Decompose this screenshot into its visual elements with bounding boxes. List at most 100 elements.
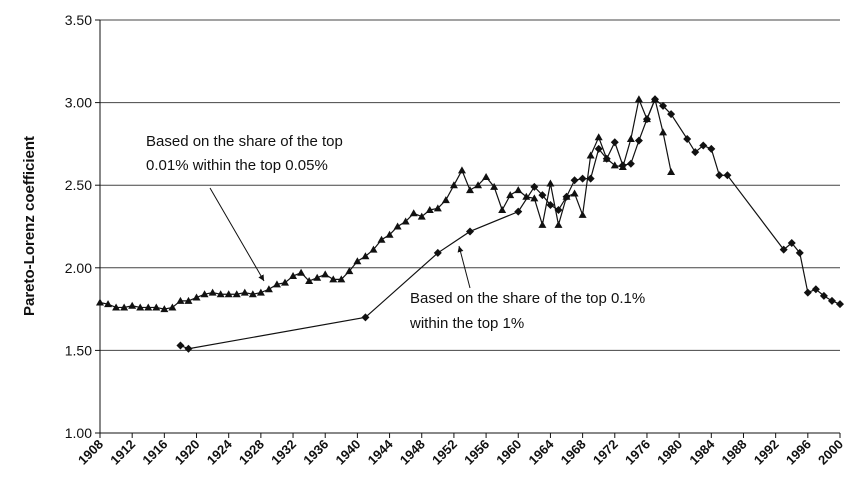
point <box>361 313 370 322</box>
point <box>136 303 145 311</box>
point <box>337 275 346 283</box>
x-tick-label: 1940 <box>332 437 363 468</box>
point <box>811 285 820 294</box>
point <box>329 275 338 283</box>
point <box>289 272 298 280</box>
point <box>457 166 466 174</box>
point <box>184 296 193 304</box>
x-tick-label: 1952 <box>429 437 460 468</box>
point <box>707 144 716 153</box>
point <box>594 144 603 153</box>
point <box>803 288 812 297</box>
point <box>361 252 370 260</box>
x-tick-label: 1916 <box>139 437 170 468</box>
point <box>514 207 523 216</box>
point <box>602 154 611 163</box>
y-tick-label: 1.00 <box>65 425 92 441</box>
point <box>216 290 225 298</box>
point <box>554 205 563 214</box>
y-tick-label: 2.50 <box>65 177 92 193</box>
point <box>683 134 692 143</box>
point <box>578 174 587 183</box>
y-axis-label: Pareto-Lorenz coefficient <box>21 136 38 316</box>
point <box>514 186 523 194</box>
point <box>232 290 241 298</box>
point <box>128 301 137 309</box>
point <box>112 303 121 311</box>
x-tick-label: 1912 <box>107 437 138 468</box>
x-tick-label: 1948 <box>397 437 428 468</box>
y-tick-label: 3.00 <box>65 95 92 111</box>
point <box>433 204 442 212</box>
point <box>466 186 474 194</box>
point <box>667 110 676 119</box>
point <box>272 280 281 288</box>
point <box>659 128 668 136</box>
point <box>433 248 442 257</box>
point <box>313 273 322 281</box>
x-tick-label: 2000 <box>815 437 846 468</box>
point <box>779 245 788 254</box>
point <box>787 239 796 248</box>
x-tick-label: 1984 <box>686 436 718 468</box>
point <box>538 191 547 200</box>
point <box>651 95 659 104</box>
point <box>160 305 169 313</box>
point <box>200 290 209 298</box>
y-tick-label: 2.00 <box>65 260 92 276</box>
x-tick-label: 1968 <box>558 437 589 468</box>
point <box>224 290 233 298</box>
point <box>618 161 627 170</box>
point <box>168 303 177 311</box>
point <box>417 212 426 220</box>
point <box>546 201 555 210</box>
point <box>723 171 732 180</box>
point <box>208 288 217 296</box>
point <box>570 189 579 197</box>
point <box>626 134 635 142</box>
point <box>586 174 595 183</box>
point <box>836 300 844 309</box>
y-tick-label: 3.50 <box>65 12 92 28</box>
point <box>562 192 571 201</box>
x-tick-label: 1924 <box>204 436 236 468</box>
x-tick-label: 1908 <box>75 437 106 468</box>
point <box>642 115 651 124</box>
point <box>176 296 185 304</box>
point <box>281 278 289 286</box>
point <box>594 133 603 141</box>
point <box>659 101 668 110</box>
point <box>264 285 273 293</box>
point <box>377 235 386 243</box>
point <box>248 290 257 298</box>
point <box>634 95 643 103</box>
point <box>474 181 483 189</box>
point <box>466 227 474 236</box>
x-tick-label: 1944 <box>365 436 397 468</box>
annotation: Based on the share of the top <box>146 133 343 150</box>
x-tick-label: 1972 <box>590 437 621 468</box>
x-tick-label: 1976 <box>622 437 653 468</box>
point <box>240 288 249 296</box>
point <box>498 205 507 213</box>
point <box>192 293 201 301</box>
point <box>538 220 547 228</box>
point <box>530 182 539 191</box>
x-tick-label: 1992 <box>751 437 782 468</box>
x-tick-label: 1980 <box>654 437 685 468</box>
point <box>490 182 499 190</box>
point <box>482 172 491 180</box>
annotation-arrow <box>209 187 265 282</box>
x-tick-label: 1964 <box>525 436 557 468</box>
point <box>827 296 836 305</box>
point <box>522 192 531 200</box>
point <box>530 194 539 202</box>
point <box>715 171 724 180</box>
point <box>120 303 129 311</box>
point <box>441 196 450 204</box>
point <box>578 210 587 218</box>
point <box>152 303 161 311</box>
point <box>691 148 700 157</box>
point <box>305 277 314 285</box>
